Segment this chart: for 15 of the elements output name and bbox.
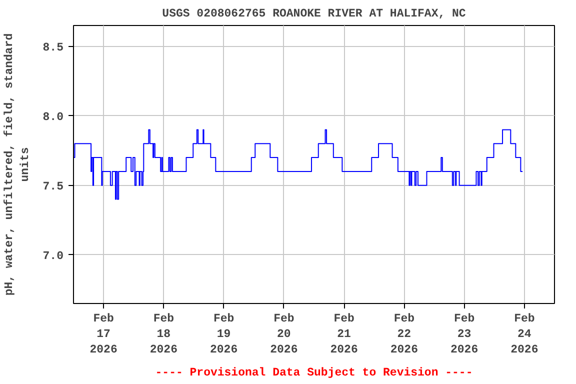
x-tick-label: Feb 21 2026 bbox=[330, 312, 358, 357]
x-tick-label: Feb 18 2026 bbox=[150, 312, 178, 357]
y-tick-label: 7.0 bbox=[42, 250, 64, 263]
x-tick-label: Feb 22 2026 bbox=[390, 312, 418, 357]
y-tick-label: 8.0 bbox=[42, 110, 64, 124]
x-tick-label: Feb 23 2026 bbox=[450, 312, 478, 357]
y-tick-label: 8.5 bbox=[42, 41, 64, 54]
text: ---- Provisional Data Subject to Revision ---- bbox=[155, 366, 473, 380]
y-tick-label: 7.5 bbox=[42, 180, 64, 194]
x-tick-label: Feb 19 2026 bbox=[210, 312, 238, 357]
x-tick-label: Feb 17 2026 bbox=[90, 312, 118, 357]
chart-title: USGS 0208062765 ROANOKE RIVER AT HALIFAX, NC bbox=[162, 8, 466, 20]
x-tick-label: Feb 24 2026 bbox=[510, 312, 538, 357]
y-axis-title: pH, water, unfiltered, field, standard units bbox=[3, 33, 32, 296]
x-tick-label: Feb 20 2026 bbox=[270, 312, 298, 357]
